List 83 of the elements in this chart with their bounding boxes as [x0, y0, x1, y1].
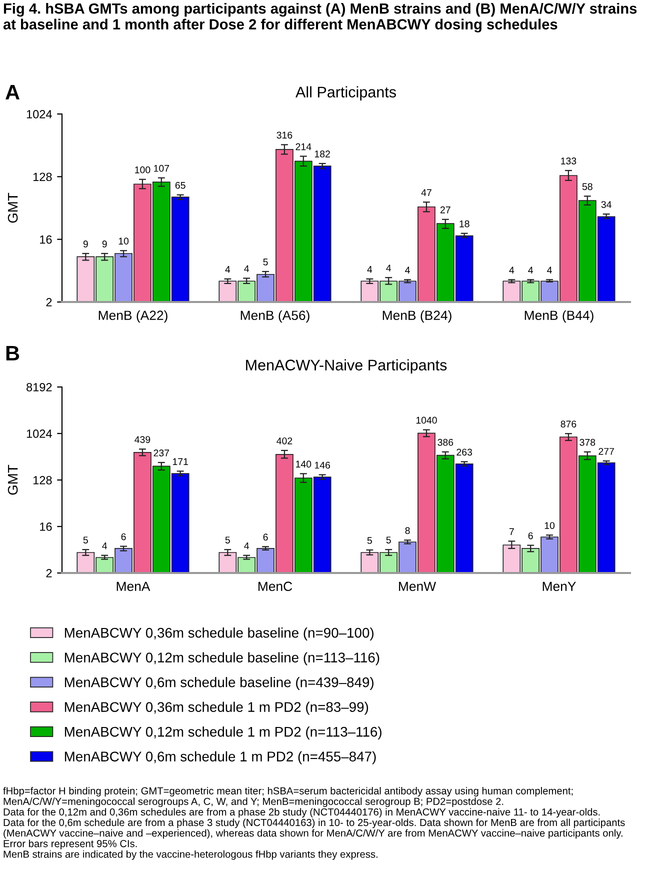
data-label: 4: [225, 266, 230, 273]
data-label: 7: [509, 528, 514, 535]
data-label: 34: [601, 201, 612, 208]
legend-label: MenABCWY 0,12m schedule baseline (n=113–116): [64, 652, 380, 666]
text: Data for the 0,6m schedule are from a phase 3 study (NCT04440163) in 10- to 25-year-olds. Data shown for MenB are from all participants (MenACWY vaccine–naive and –experienced), whereas data shown for MenA/C/W/Y are from MenACWY vaccine–naive participants only.: [4, 818, 625, 839]
data-label: 4: [528, 266, 534, 274]
data-label: 27: [440, 206, 450, 214]
data-label: 1040: [416, 416, 437, 424]
data-label: 65: [175, 182, 186, 189]
text: A: [6, 85, 20, 100]
data-label: 5: [83, 536, 88, 544]
y-tick-label: 8192: [26, 383, 52, 392]
legend-label: MenABCWY 0,6m schedule baseline (n=439–849): [64, 677, 374, 690]
data-label: 4: [367, 266, 372, 273]
legend-label: MenABCWY 0,36m schedule baseline (n=90–100): [64, 628, 374, 640]
x-tick-label: MenA: [116, 582, 150, 592]
y-axis-title: GMT: [8, 192, 18, 223]
data-label: 5: [386, 536, 391, 544]
data-label: 316: [276, 132, 292, 139]
y-tick-label: 1024: [26, 110, 52, 118]
data-label: 9: [83, 240, 88, 248]
data-label: 439: [134, 436, 150, 443]
data-label: 146: [314, 462, 330, 469]
data-label: 6: [263, 534, 268, 541]
data-label: 47: [421, 189, 432, 196]
data-label: 378: [580, 438, 596, 446]
x-tick-label: MenC: [258, 582, 292, 592]
text: B: [6, 346, 20, 360]
data-label: 4: [405, 266, 410, 274]
data-label: 171: [172, 458, 188, 465]
data-label: 263: [456, 448, 472, 456]
data-label: 133: [561, 158, 576, 164]
data-label: 277: [598, 448, 614, 455]
data-label: 237: [154, 450, 170, 456]
data-label: 5: [263, 258, 268, 266]
y-tick-label: 2: [46, 569, 52, 578]
x-tick-label: MenB (A22): [98, 310, 168, 323]
data-label: 6: [121, 533, 126, 540]
data-label: 402: [276, 437, 292, 444]
data-label: 8: [405, 527, 410, 534]
data-label: 876: [560, 420, 576, 428]
y-tick-label: 1024: [26, 430, 52, 438]
text: Data for the 0,12m and 0,36m schedules are from a phase 2b study (NCT04440176) in MenACWY vaccine-naive 11- to 14-year-olds.: [4, 808, 600, 818]
data-label: 6: [528, 532, 533, 540]
data-label: 182: [314, 150, 330, 158]
data-label: 107: [154, 164, 170, 172]
x-tick-label: MenB (B24): [382, 310, 452, 323]
y-tick-label: 128: [33, 172, 52, 182]
y-tick-label: 16: [40, 522, 52, 531]
y-axis-title: GMT: [8, 464, 18, 495]
chart-title: All Participants: [296, 86, 396, 101]
y-tick-label: 16: [40, 235, 52, 244]
chart-title: MenACWY-Naive Participants: [246, 359, 447, 374]
legend-label: MenABCWY 0,36m schedule 1 m PD2 (n=83–99): [64, 702, 368, 715]
data-label: 18: [460, 220, 470, 228]
x-tick-label: MenB (A56): [240, 310, 310, 323]
data-label: 4: [244, 542, 250, 550]
data-label: 58: [582, 183, 592, 190]
data-label: 5: [225, 536, 230, 544]
data-label: 140: [296, 460, 312, 468]
data-label: 100: [135, 166, 150, 174]
y-tick-label: 2: [46, 298, 52, 306]
data-label: 4: [547, 266, 552, 274]
text: fHbp=factor H binding protein; GMT=geometric mean titer; hSBA=serum bactericidal antibody assay using human complement; MenA/C/W/Y=meningococcal serogroups A, C, W, and Y; MenB=meningococcal serogroup B; PD2=postdose 2.: [3, 787, 573, 808]
text: Error bars represent 95% CIs.: [4, 840, 137, 850]
data-label: 4: [509, 266, 514, 274]
data-label: 214: [296, 143, 312, 150]
data-label: 386: [438, 438, 454, 446]
data-label: 10: [544, 522, 555, 529]
data-label: 5: [367, 537, 372, 544]
data-label: 4: [386, 264, 392, 272]
data-label: 4: [102, 542, 108, 550]
legend-label: MenABCWY 0,6m schedule 1 m PD2 (n=455–847): [64, 751, 376, 764]
caption: Fig 4. hSBA GMTs among participants against (A) MenB strains and (B) MenA/C/W/Y strains at baseline and 1 month after Dose 2 for different MenABCWY dosing schedules: [3, 3, 637, 32]
x-tick-label: MenW: [399, 582, 436, 592]
x-tick-label: MenY: [542, 582, 576, 592]
text: MenB strains are indicated by the vaccine-heterologous fHbp variants they express.: [4, 850, 378, 860]
data-label: 10: [118, 238, 129, 245]
legend-label: MenABCWY 0,12m schedule 1 m PD2 (n=113–116): [64, 726, 382, 740]
x-tick-label: MenB (B44): [524, 310, 594, 323]
data-label: 9: [102, 240, 107, 248]
y-tick-label: 128: [33, 476, 52, 484]
data-label: 4: [244, 265, 250, 272]
